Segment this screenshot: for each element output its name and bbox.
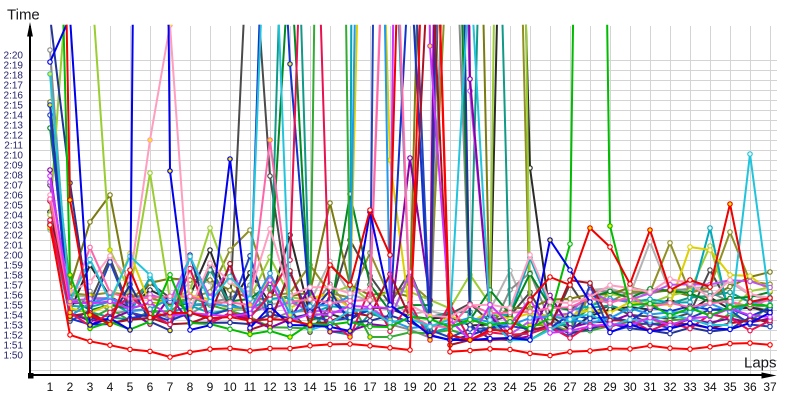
svg-text:15: 15 bbox=[323, 380, 337, 394]
svg-text:2:08: 2:08 bbox=[4, 171, 24, 182]
svg-text:1: 1 bbox=[47, 380, 54, 394]
svg-text:34: 34 bbox=[703, 380, 717, 394]
svg-text:1:55: 1:55 bbox=[4, 301, 24, 312]
svg-text:Time: Time bbox=[7, 7, 40, 24]
svg-text:1:52: 1:52 bbox=[4, 331, 24, 342]
svg-text:8: 8 bbox=[187, 380, 194, 394]
svg-text:4: 4 bbox=[107, 380, 114, 394]
svg-text:11: 11 bbox=[244, 380, 257, 394]
svg-text:17: 17 bbox=[363, 380, 377, 394]
svg-text:1:57: 1:57 bbox=[4, 281, 24, 292]
svg-text:20: 20 bbox=[423, 380, 437, 394]
svg-text:1:50: 1:50 bbox=[4, 351, 24, 362]
svg-text:1:58: 1:58 bbox=[4, 271, 24, 282]
svg-text:3: 3 bbox=[87, 380, 94, 394]
svg-text:2:06: 2:06 bbox=[4, 191, 24, 202]
svg-text:25: 25 bbox=[523, 380, 537, 394]
svg-text:19: 19 bbox=[403, 380, 417, 394]
svg-text:2:01: 2:01 bbox=[4, 241, 24, 252]
svg-text:26: 26 bbox=[543, 380, 557, 394]
svg-text:2:12: 2:12 bbox=[4, 131, 24, 142]
svg-text:6: 6 bbox=[147, 380, 154, 394]
svg-text:2: 2 bbox=[67, 380, 74, 394]
svg-text:2:04: 2:04 bbox=[4, 211, 24, 222]
svg-text:2:19: 2:19 bbox=[4, 61, 24, 72]
svg-text:2:05: 2:05 bbox=[4, 201, 24, 212]
svg-text:10: 10 bbox=[223, 380, 237, 394]
svg-text:2:07: 2:07 bbox=[4, 181, 24, 192]
svg-text:2:11: 2:11 bbox=[4, 141, 23, 152]
svg-text:2:13: 2:13 bbox=[4, 121, 24, 132]
svg-text:33: 33 bbox=[683, 380, 697, 394]
svg-text:9: 9 bbox=[207, 380, 214, 394]
svg-text:28: 28 bbox=[583, 380, 597, 394]
svg-text:1:56: 1:56 bbox=[4, 291, 24, 302]
svg-text:2:16: 2:16 bbox=[4, 91, 24, 102]
svg-text:16: 16 bbox=[343, 380, 357, 394]
svg-text:2:09: 2:09 bbox=[4, 161, 24, 172]
svg-text:27: 27 bbox=[563, 380, 577, 394]
svg-text:22: 22 bbox=[463, 380, 477, 394]
svg-text:31: 31 bbox=[643, 380, 657, 394]
svg-text:12: 12 bbox=[263, 380, 277, 394]
svg-text:23: 23 bbox=[483, 380, 497, 394]
svg-text:2:17: 2:17 bbox=[4, 81, 24, 92]
svg-text:35: 35 bbox=[723, 380, 737, 394]
svg-text:32: 32 bbox=[663, 380, 677, 394]
svg-text:29: 29 bbox=[603, 380, 617, 394]
svg-text:21: 21 bbox=[443, 380, 457, 394]
svg-text:36: 36 bbox=[743, 380, 757, 394]
svg-text:24: 24 bbox=[503, 380, 517, 394]
svg-text:1:54: 1:54 bbox=[4, 311, 24, 322]
svg-text:1:53: 1:53 bbox=[4, 321, 24, 332]
svg-text:5: 5 bbox=[127, 380, 134, 394]
svg-text:Laps: Laps bbox=[744, 355, 777, 372]
svg-text:30: 30 bbox=[623, 380, 637, 394]
svg-text:7: 7 bbox=[167, 380, 174, 394]
svg-text:2:20: 2:20 bbox=[4, 51, 24, 62]
svg-text:2:15: 2:15 bbox=[4, 101, 24, 112]
svg-text:2:00: 2:00 bbox=[4, 251, 24, 262]
svg-text:2:18: 2:18 bbox=[4, 71, 24, 82]
svg-text:18: 18 bbox=[383, 380, 397, 394]
svg-text:2:02: 2:02 bbox=[4, 231, 24, 242]
svg-text:13: 13 bbox=[283, 380, 297, 394]
svg-text:37: 37 bbox=[763, 380, 777, 394]
svg-text:14: 14 bbox=[303, 380, 317, 394]
svg-text:2:10: 2:10 bbox=[4, 151, 24, 162]
svg-text:1:51: 1:51 bbox=[4, 341, 24, 352]
svg-text:2:14: 2:14 bbox=[4, 111, 24, 122]
svg-text:2:03: 2:03 bbox=[4, 221, 24, 232]
svg-text:1:59: 1:59 bbox=[4, 261, 24, 272]
